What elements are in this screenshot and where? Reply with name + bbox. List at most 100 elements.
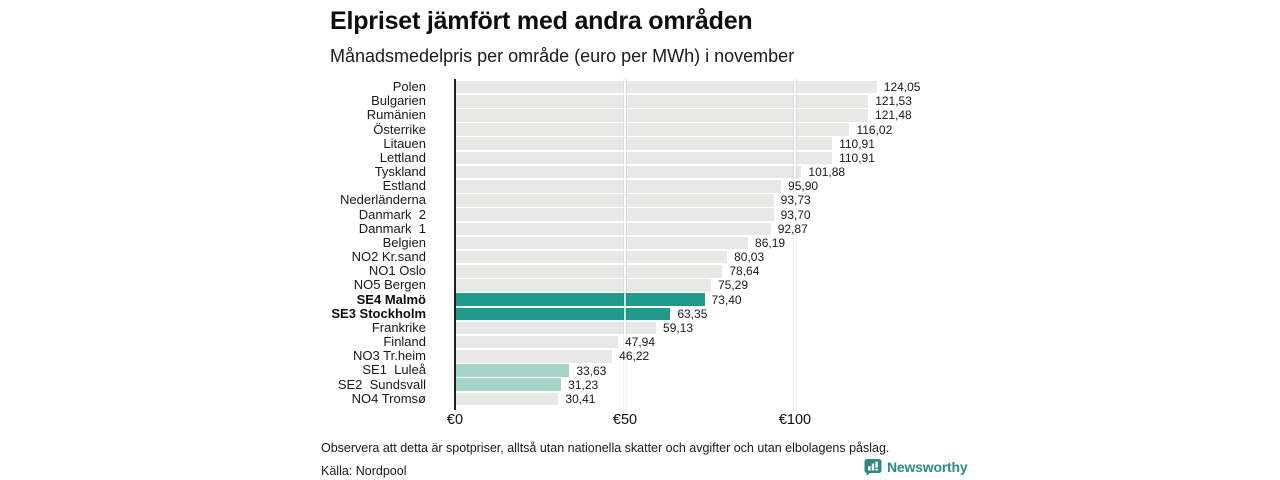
bar-cell: 93,70 bbox=[455, 208, 980, 222]
category-label: Frankrike bbox=[371, 319, 426, 335]
bar-row: Polen 124,05 bbox=[320, 79, 980, 94]
bar bbox=[455, 179, 782, 193]
bar bbox=[455, 194, 774, 207]
bar-row: NO4 Tromsø 30,41 bbox=[320, 390, 980, 406]
source-label: Källa: Nordpool bbox=[321, 464, 407, 478]
bar-cell: 121,48 bbox=[455, 108, 980, 122]
bar-cell: 110,91 bbox=[455, 137, 980, 151]
newsworthy-logo: Newsworthy bbox=[864, 458, 968, 476]
bar-row: SE3 Stockholm 63,35 bbox=[320, 305, 980, 321]
bar bbox=[455, 335, 618, 349]
bar bbox=[455, 109, 869, 122]
category-label: Tyskland bbox=[374, 164, 426, 180]
bar bbox=[455, 250, 728, 264]
x-axis: €0 €50 €100 bbox=[320, 410, 980, 432]
bar-cell: 116,02 bbox=[455, 123, 980, 137]
bar bbox=[455, 236, 749, 250]
bar-cell: 110,91 bbox=[455, 151, 980, 165]
bar-cell: 30,41 bbox=[455, 392, 980, 406]
value-label: 92,87 bbox=[777, 221, 808, 236]
chart-rows: Polen 124,05 Bulgarien 121,53 Rumänien 121,48… bbox=[320, 79, 980, 406]
value-label: 121,48 bbox=[875, 108, 912, 123]
bar-cell: 73,40 bbox=[455, 293, 980, 307]
bar-row: Finland 47,94 bbox=[320, 334, 980, 350]
bar bbox=[455, 165, 802, 179]
bar-row: NO5 Bergen 75,29 bbox=[320, 277, 980, 293]
bar-row: Belgien 86,19 bbox=[320, 234, 980, 250]
value-label: 59,13 bbox=[663, 321, 694, 335]
gridline bbox=[624, 80, 626, 409]
value-label: 101,88 bbox=[808, 165, 846, 180]
bar bbox=[455, 123, 850, 136]
category-label: NO5 Bergen bbox=[353, 277, 426, 293]
bar-chart: Polen 124,05 Bulgarien 121,53 Rumänien 121,48… bbox=[320, 79, 980, 428]
value-label: 73,40 bbox=[711, 292, 742, 307]
bar bbox=[455, 321, 657, 335]
value-label: 47,94 bbox=[624, 335, 656, 350]
value-label: 31,23 bbox=[568, 377, 599, 392]
chart-subtitle: Månadsmedelpris per område (euro per MWh… bbox=[330, 46, 795, 66]
bar-cell: 101,88 bbox=[455, 165, 980, 179]
bar bbox=[455, 392, 559, 406]
newsworthy-chart-icon bbox=[864, 458, 882, 476]
value-label: 95,90 bbox=[788, 179, 819, 194]
x-tick-label: €100 bbox=[778, 412, 812, 428]
bar-cell: 31,23 bbox=[455, 378, 980, 392]
category-label: SE4 Malmö bbox=[356, 291, 426, 307]
bar bbox=[455, 265, 723, 278]
bar-cell: 59,13 bbox=[455, 321, 980, 335]
bar-row: Litauen 110,91 bbox=[320, 136, 980, 151]
value-label: 86,19 bbox=[755, 235, 786, 250]
bar-row: Österrike 116,02 bbox=[320, 122, 980, 137]
bar bbox=[455, 208, 774, 221]
category-label: NO3 Tr.heim bbox=[353, 348, 426, 364]
category-label: SE1 Luleå bbox=[362, 362, 426, 378]
bar bbox=[455, 222, 771, 236]
bar bbox=[455, 293, 705, 306]
category-label: NO1 Oslo bbox=[368, 263, 426, 279]
value-label: 124,05 bbox=[883, 80, 921, 95]
newsworthy-wordmark: Newsworthy bbox=[887, 459, 968, 475]
bar-cell: 86,19 bbox=[455, 236, 980, 250]
value-label: 80,03 bbox=[734, 250, 765, 265]
bar-cell: 95,90 bbox=[455, 179, 980, 193]
category-label: Nederländerna bbox=[339, 192, 426, 208]
bar bbox=[455, 279, 711, 292]
value-label: 33,63 bbox=[576, 363, 607, 378]
bar-row: Danmark 1 92,87 bbox=[320, 221, 980, 236]
bar-cell: 33,63 bbox=[455, 363, 980, 378]
category-label: Belgien bbox=[382, 234, 426, 250]
category-label: NO4 Tromsø bbox=[351, 390, 426, 406]
bar-cell: 63,35 bbox=[455, 307, 980, 321]
bar-cell: 78,64 bbox=[455, 264, 980, 278]
bar-row: NO3 Tr.heim 46,22 bbox=[320, 348, 980, 364]
category-label: Polen bbox=[392, 79, 426, 94]
category-label: Lettland bbox=[379, 149, 426, 165]
value-label: 63,35 bbox=[677, 306, 708, 321]
value-label: 110,91 bbox=[839, 150, 875, 165]
bar-row: NO2 Kr.sand 80,03 bbox=[320, 249, 980, 265]
x-tick-label: €50 bbox=[612, 412, 638, 428]
bar-cell: 92,87 bbox=[455, 222, 980, 236]
bar bbox=[455, 137, 833, 151]
bar-row: SE2 Sundsvall 31,23 bbox=[320, 377, 980, 392]
bar-row: Nederländerna 93,73 bbox=[320, 192, 980, 208]
y-axis-line bbox=[454, 79, 456, 410]
value-label: 46,22 bbox=[619, 349, 650, 364]
category-label: SE3 Stockholm bbox=[331, 305, 426, 321]
bar-cell: 46,22 bbox=[455, 349, 980, 363]
bar-row: SE4 Malmö 73,40 bbox=[320, 291, 980, 307]
bar-row: Bulgarien 121,53 bbox=[320, 93, 980, 109]
bar-row: Danmark 2 93,70 bbox=[320, 207, 980, 222]
bar-row: NO1 Oslo 78,64 bbox=[320, 263, 980, 279]
bar-row: Frankrike 59,13 bbox=[320, 319, 980, 335]
bar bbox=[455, 151, 833, 165]
footnote: Observera att detta är spotpriser, allts… bbox=[321, 441, 890, 455]
bar-cell: 93,73 bbox=[455, 193, 980, 207]
bar-row: Tyskland 101,88 bbox=[320, 164, 980, 180]
category-label: Finland bbox=[383, 334, 426, 350]
bar-cell: 124,05 bbox=[455, 80, 980, 94]
category-label: Bulgarien bbox=[371, 93, 426, 109]
bar-row: Lettland 110,91 bbox=[320, 149, 980, 165]
